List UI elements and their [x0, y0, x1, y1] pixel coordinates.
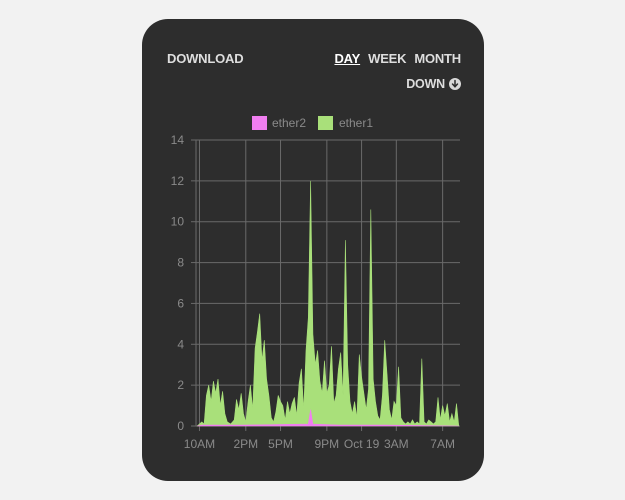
tab-month[interactable]: MONTH — [414, 51, 461, 66]
legend-label-ether1: ether1 — [339, 116, 373, 130]
legend-label-ether2: ether2 — [272, 116, 306, 130]
x-tick-label: 9PM — [314, 437, 339, 451]
x-tick-label: 10AM — [184, 437, 215, 451]
chart-legend[interactable]: ether2 ether1 — [252, 116, 373, 130]
download-widget-card: DOWNLOAD DAY WEEK MONTH DOWN ether2 ethe… — [142, 19, 484, 481]
widget-title: DOWNLOAD — [167, 51, 244, 66]
x-tick-label: 2PM — [233, 437, 258, 451]
tab-day[interactable]: DAY — [334, 51, 361, 66]
x-tick-label: Oct 19 — [344, 437, 380, 451]
y-tick-label: 2 — [177, 378, 184, 392]
y-tick-label: 0 — [177, 419, 184, 433]
y-tick-label: 8 — [177, 256, 184, 270]
tab-week[interactable]: WEEK — [368, 51, 407, 66]
x-tick-label: 3AM — [384, 437, 409, 451]
y-tick-label: 4 — [177, 337, 184, 351]
y-tick-label: 6 — [177, 296, 184, 310]
x-axis: 10AM 2PM 5PM 9PM Oct 19 3AM 7AM — [184, 437, 455, 451]
chart-areas — [196, 180, 460, 427]
period-tabs: DAY WEEK MONTH — [334, 51, 461, 66]
y-tick-label: 10 — [171, 215, 185, 229]
y-tick-label: 12 — [171, 174, 185, 188]
series-area-ether2 — [197, 409, 459, 427]
legend-swatch-ether1 — [318, 116, 333, 130]
traffic-chart: ether2 ether1 0 2 4 6 8 10 12 14 10AM 2PM 5PM 9PM O… — [171, 116, 460, 451]
arrow-down-circle-icon — [449, 78, 461, 90]
x-tick-label: 5PM — [268, 437, 293, 451]
y-tick-label: 14 — [171, 133, 185, 147]
series-area-ether1 — [196, 180, 460, 427]
y-axis: 0 2 4 6 8 10 12 14 — [171, 133, 197, 433]
direction-label: DOWN — [406, 77, 445, 91]
x-tick-label: 7AM — [430, 437, 455, 451]
legend-swatch-ether2 — [252, 116, 267, 130]
chart-grid — [196, 139, 460, 431]
direction-toggle[interactable]: DOWN — [406, 77, 461, 91]
